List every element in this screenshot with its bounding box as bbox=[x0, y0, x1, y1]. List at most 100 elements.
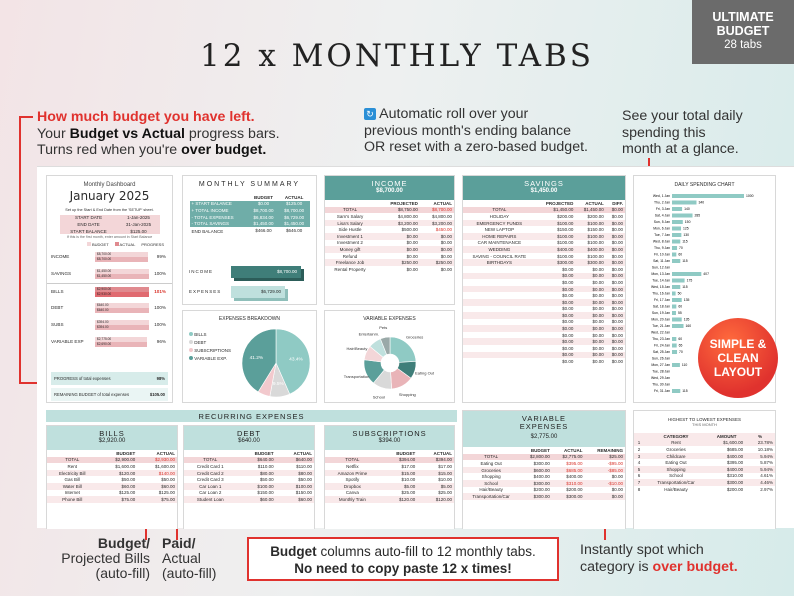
savings-projected[interactable]: $0.00 bbox=[562, 312, 574, 318]
variable-category[interactable]: Eating Out bbox=[480, 460, 502, 466]
savings-diff[interactable]: $0.00 bbox=[611, 253, 623, 259]
savings-projected[interactable]: $150.00 bbox=[557, 227, 574, 233]
subs-actual[interactable]: $17.00 bbox=[438, 463, 452, 469]
bills-budget[interactable]: $50.00 bbox=[121, 477, 136, 483]
savings-projected[interactable]: $0.00 bbox=[562, 359, 574, 365]
savings-actual[interactable]: $0.00 bbox=[592, 359, 604, 365]
savings-projected[interactable]: $0.00 bbox=[562, 319, 574, 325]
variable-remaining[interactable]: $25.00 bbox=[609, 454, 623, 460]
date-value[interactable]: 1-Jan-2025 bbox=[127, 215, 150, 221]
savings-category[interactable] bbox=[463, 358, 536, 365]
savings-diff[interactable]: $0.00 bbox=[611, 273, 623, 279]
income-category[interactable]: Sam's Salary bbox=[336, 213, 364, 219]
bills-category[interactable]: Rent bbox=[67, 463, 77, 469]
subs-category[interactable]: Amazon Prime bbox=[337, 470, 368, 476]
subs-actual[interactable]: $120.00 bbox=[435, 496, 452, 502]
savings-actual[interactable]: $0.00 bbox=[592, 286, 604, 292]
savings-diff[interactable]: $0.00 bbox=[611, 312, 623, 318]
variable-actual[interactable]: $400.00 bbox=[566, 474, 583, 480]
summary-actual[interactable]: $6,729.00 bbox=[284, 214, 305, 220]
summary-budget[interactable]: $8,700.00 bbox=[253, 207, 274, 213]
variable-budget[interactable]: $300.00 bbox=[533, 460, 550, 466]
bills-actual[interactable]: $50.00 bbox=[161, 477, 175, 483]
savings-category[interactable]: CAR MAINTENANCE bbox=[477, 240, 522, 246]
income-projected[interactable]: $8,750.00 bbox=[397, 207, 418, 213]
savings-diff[interactable]: $0.00 bbox=[611, 339, 623, 345]
income-actual[interactable]: $0.00 bbox=[440, 253, 452, 259]
variable-budget[interactable]: $200.00 bbox=[533, 487, 550, 493]
debt-budget[interactable]: $50.00 bbox=[259, 477, 274, 483]
savings-category[interactable] bbox=[463, 352, 536, 359]
highest-category[interactable]: Rent bbox=[671, 440, 681, 446]
savings-projected[interactable]: $200.00 bbox=[557, 213, 574, 219]
debt-budget[interactable]: $60.00 bbox=[259, 496, 274, 502]
debt-actual[interactable]: $640.00 bbox=[295, 457, 312, 463]
debt-budget[interactable]: $150.00 bbox=[257, 490, 274, 496]
savings-actual[interactable]: $0.00 bbox=[592, 352, 604, 358]
summary-label[interactable]: + TOTAL INCOME bbox=[191, 207, 229, 213]
savings-category[interactable] bbox=[463, 273, 536, 280]
highest-pct[interactable]: 10.18% bbox=[757, 446, 773, 452]
bills-category[interactable]: Water Bill bbox=[62, 483, 82, 489]
subs-budget[interactable]: $17.00 bbox=[401, 463, 416, 469]
savings-projected[interactable]: $0.00 bbox=[562, 352, 574, 358]
savings-diff[interactable]: $0.00 bbox=[611, 326, 623, 332]
income-actual[interactable]: $0.00 bbox=[440, 240, 452, 246]
savings-actual[interactable]: $100.00 bbox=[587, 233, 604, 239]
income-projected[interactable]: $4,800.00 bbox=[397, 213, 418, 219]
subs-budget[interactable]: $15.00 bbox=[401, 470, 416, 476]
income-category[interactable]: Investment 1 bbox=[337, 233, 363, 239]
debt-actual[interactable]: $80.00 bbox=[298, 470, 312, 476]
bills-category[interactable]: Gas Bill bbox=[64, 477, 80, 483]
income-projected[interactable]: $0.00 bbox=[406, 240, 418, 246]
date-value[interactable]: $125.00 bbox=[130, 228, 147, 234]
highest-category[interactable]: Childcare bbox=[666, 453, 686, 459]
debt-actual[interactable]: $150.00 bbox=[295, 490, 312, 496]
savings-category[interactable] bbox=[463, 279, 536, 286]
savings-actual[interactable]: $300.00 bbox=[587, 260, 604, 266]
summary-actual[interactable]: $1,450.00 bbox=[284, 221, 305, 227]
variable-remaining[interactable]: $0.00 bbox=[611, 493, 623, 499]
savings-category[interactable] bbox=[463, 325, 536, 332]
savings-projected[interactable]: $100.00 bbox=[557, 253, 574, 259]
rank[interactable]: 5 bbox=[637, 466, 641, 472]
bills-budget[interactable]: $125.00 bbox=[118, 490, 136, 496]
variable-actual[interactable]: $200.00 bbox=[566, 487, 583, 493]
savings-projected[interactable]: $0.00 bbox=[562, 345, 574, 351]
bills-actual[interactable]: $75.00 bbox=[161, 496, 175, 502]
savings-actual[interactable]: $200.00 bbox=[587, 213, 604, 219]
rank[interactable]: 6 bbox=[637, 473, 641, 479]
summary-actual[interactable]: $8,700.00 bbox=[284, 207, 305, 213]
variable-category[interactable]: TOTAL bbox=[484, 454, 499, 460]
highest-pct[interactable]: 23.78% bbox=[757, 440, 773, 446]
highest-pct[interactable]: 4.46% bbox=[760, 479, 773, 485]
debt-budget[interactable]: $80.00 bbox=[259, 470, 274, 476]
savings-actual[interactable]: $100.00 bbox=[587, 253, 604, 259]
savings-category[interactable]: HOME REPAIRS bbox=[482, 233, 517, 239]
savings-actual[interactable]: $1,450.00 bbox=[583, 207, 604, 213]
debt-budget[interactable]: $640.00 bbox=[257, 457, 274, 463]
savings-category[interactable] bbox=[463, 319, 536, 326]
variable-category[interactable]: School bbox=[484, 480, 498, 486]
debt-category[interactable]: Credit Card 1 bbox=[196, 463, 224, 469]
income-actual[interactable]: $250.00 bbox=[435, 260, 452, 266]
debt-category[interactable]: Student Loan bbox=[196, 496, 224, 502]
debt-budget[interactable]: $110.00 bbox=[257, 463, 274, 469]
savings-projected[interactable]: $0.00 bbox=[562, 332, 574, 338]
savings-diff[interactable]: $0.00 bbox=[611, 260, 623, 266]
variable-actual[interactable]: $310.00 bbox=[566, 480, 583, 486]
subs-budget[interactable]: $25.00 bbox=[401, 490, 416, 496]
savings-category[interactable]: WEDDING bbox=[488, 246, 511, 252]
savings-category[interactable]: EMERGENCY FUNDS bbox=[476, 220, 523, 226]
highest-amount[interactable]: $200.00 bbox=[726, 486, 744, 492]
subs-budget[interactable]: $394.00 bbox=[398, 457, 416, 463]
variable-remaining[interactable]: -$10.00 bbox=[607, 480, 623, 486]
income-category[interactable]: Freelance Job bbox=[335, 260, 365, 266]
date-label[interactable]: START DATE bbox=[74, 215, 103, 221]
income-projected[interactable]: $0.00 bbox=[406, 233, 418, 239]
highest-amount[interactable]: $1,600.00 bbox=[723, 440, 744, 446]
highest-category[interactable]: Shopping bbox=[666, 466, 686, 472]
savings-category[interactable] bbox=[463, 299, 536, 306]
savings-diff[interactable]: $0.00 bbox=[611, 227, 623, 233]
savings-projected[interactable]: $100.00 bbox=[557, 240, 574, 246]
